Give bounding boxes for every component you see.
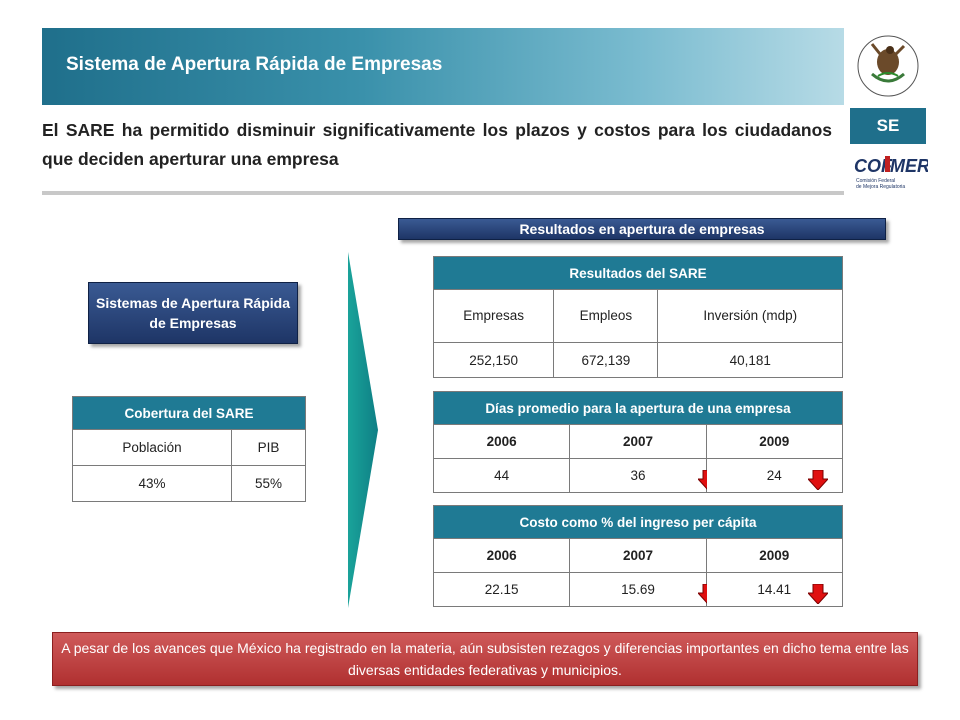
value-inversion: 40,181 (657, 342, 843, 378)
year-2007: 2007 (569, 538, 707, 573)
year-2007: 2007 (569, 424, 707, 459)
year-2006: 2006 (432, 538, 571, 573)
year-2009: 2009 (705, 538, 844, 573)
down-arrow-icon (808, 470, 828, 490)
header-empleos: Empleos (553, 289, 659, 343)
page-title: Sistema de Apertura Rápida de Empresas (66, 54, 443, 75)
svg-text:MER: MER (890, 156, 928, 176)
value-empleos: 672,139 (553, 342, 659, 378)
mexico-seal-icon (857, 35, 919, 97)
header-empresas: Empresas (432, 289, 555, 343)
arrow-icon (348, 252, 378, 608)
cofemer-logo-icon: COF MER Comisión Federal de Mejora Regul… (854, 156, 928, 190)
coverage-table: Cobertura del SARE Población PIB 43% 55% (71, 396, 306, 502)
cost-title: Costo como % del ingreso per cápita (433, 505, 843, 539)
header-poblacion: Población (71, 429, 233, 466)
results-pill: Resultados en apertura de empresas (398, 218, 886, 240)
cost-2006: 22.15 (432, 572, 571, 607)
cost-2009: 14.41 (705, 572, 844, 607)
bottom-note: A pesar de los avances que México ha reg… (52, 632, 918, 686)
down-arrow-icon (808, 584, 828, 604)
svg-text:de Mejora Regulatoria: de Mejora Regulatoria (856, 184, 905, 190)
year-2009: 2009 (705, 424, 844, 459)
sare-results-title: Resultados del SARE (433, 256, 843, 290)
intro-text: El SARE ha permitido disminuir significa… (42, 120, 832, 169)
days-title: Días promedio para la apertura de una em… (433, 391, 843, 425)
value-empresas: 252,150 (432, 342, 555, 378)
systems-pill: Sistemas de Apertura Rápida de Empresas (88, 282, 298, 344)
year-2006: 2006 (432, 424, 571, 459)
header-inversion: Inversión (mdp) (657, 289, 843, 343)
value-pib: 55% (231, 465, 306, 502)
value-poblacion: 43% (71, 465, 233, 502)
svg-text:COF: COF (854, 156, 893, 176)
days-table: Días promedio para la apertura de una em… (432, 391, 844, 493)
coverage-title: Cobertura del SARE (72, 396, 306, 430)
days-2006: 44 (432, 458, 571, 493)
header-pib: PIB (231, 429, 306, 466)
svg-text:Comisión Federal: Comisión Federal (856, 178, 895, 184)
days-2009: 24 (705, 458, 844, 493)
days-2007: 36 (569, 458, 718, 493)
cost-2007: 15.69 (569, 572, 718, 607)
sare-results-table: Resultados del SARE Empresas Empleos Inv… (432, 256, 843, 378)
title-banner: Sistema de Apertura Rápida de Empresas (42, 28, 844, 105)
cost-table: Costo como % del ingreso per cápita 2006… (432, 505, 844, 607)
se-logo: SE (850, 108, 926, 144)
divider (42, 191, 844, 195)
